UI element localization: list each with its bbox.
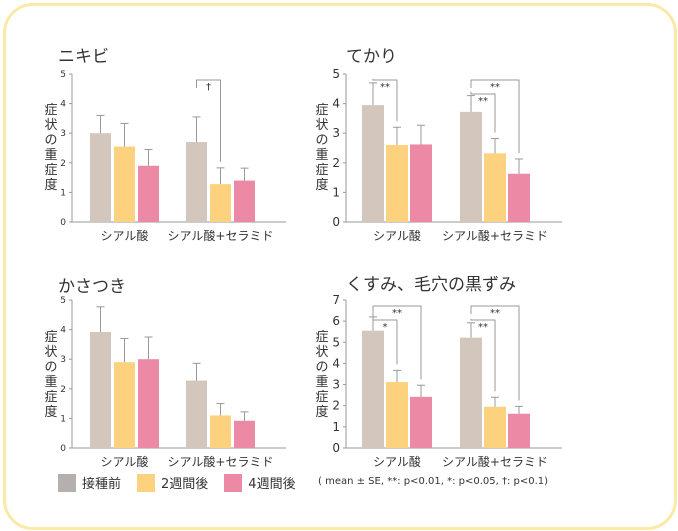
x-tick-label: シアル酸+セラミド — [442, 454, 548, 469]
bar — [114, 146, 135, 222]
significance-bracket — [470, 305, 520, 401]
x-tick-label: シアル酸 — [373, 228, 421, 243]
y-axis-label: 症状の重症度 — [315, 330, 329, 420]
significance-bracket — [470, 91, 496, 133]
y-tick-label: 6 — [332, 314, 340, 328]
y-tick-label: 1 — [332, 420, 340, 434]
significance-label: * — [383, 322, 388, 333]
chart-title: てかり — [346, 47, 397, 67]
bar — [138, 359, 159, 448]
significance-note: ( mean ± SE, **: p<0.01, *: p<0.05, †: p… — [318, 476, 549, 487]
y-tick-label: 2 — [332, 399, 340, 413]
legend-item-week4: 4週間後 — [224, 473, 296, 492]
chart-title: ニキビ — [58, 47, 109, 67]
chart-title: くすみ、毛穴の黒ずみ — [346, 275, 516, 295]
bar — [508, 173, 530, 222]
bar — [460, 111, 482, 222]
y-tick-label: 2 — [60, 385, 66, 395]
y-tick-label: 0 — [60, 444, 66, 454]
bar — [210, 415, 231, 448]
y-tick-label: 0 — [332, 441, 340, 455]
significance-label: ** — [380, 82, 390, 93]
bar — [90, 133, 111, 222]
y-tick-label: 1 — [60, 414, 66, 424]
bar — [210, 184, 231, 222]
legend-item-week2: 2週間後 — [137, 473, 208, 492]
significance-bracket — [372, 305, 422, 380]
legend-swatch — [137, 473, 156, 492]
significance-bracket — [196, 79, 221, 162]
y-tick-label: 4 — [332, 97, 340, 111]
legend: 接種前 2週間後 4週間後 — [58, 473, 312, 492]
bar — [90, 331, 111, 448]
y-tick-label: 5 — [60, 296, 66, 306]
x-tick-label: シアル酸 — [101, 228, 149, 243]
bar — [362, 105, 384, 222]
y-tick-label: 3 — [60, 129, 66, 139]
chart-title: かさつき — [58, 277, 126, 297]
y-axis-label: 症状の重症度 — [44, 103, 58, 193]
x-tick-label: シアル酸 — [101, 454, 149, 469]
y-tick-label: 2 — [332, 156, 340, 170]
y-tick-label: 4 — [60, 326, 66, 336]
bar — [362, 330, 384, 448]
x-tick-label: シアル酸 — [373, 454, 421, 469]
x-tick-label: シアル酸+セラミド — [168, 454, 274, 469]
y-axis-label: 症状の重症度 — [44, 330, 58, 420]
legend-swatch — [224, 473, 243, 492]
y-tick-label: 3 — [332, 126, 340, 140]
legend-swatch — [58, 473, 76, 492]
y-tick-label: 7 — [332, 293, 340, 307]
bar — [460, 337, 482, 448]
y-axis-label: 症状の重症度 — [315, 103, 329, 193]
significance-bracket — [372, 312, 398, 365]
y-tick-label: 4 — [332, 356, 340, 370]
legend-label: 2週間後 — [161, 477, 209, 492]
significance-label: ** — [490, 82, 500, 93]
bar — [114, 362, 135, 448]
bar — [186, 380, 207, 448]
legend-label: 接種前 — [82, 477, 122, 492]
y-tick-label: 4 — [60, 100, 66, 110]
y-tick-label: 2 — [60, 159, 66, 169]
bar — [508, 413, 530, 448]
x-tick-label: シアル酸+セラミド — [168, 228, 274, 243]
bar — [138, 165, 159, 222]
significance-label: ** — [478, 96, 488, 107]
significance-bracket — [470, 318, 496, 392]
chart-plot-dryness: 0 1 2 3 4 5 シアル酸 シアル酸+セラミド — [60, 296, 286, 469]
bar — [386, 382, 408, 448]
legend-label: 4週間後 — [248, 477, 296, 492]
significance-bracket — [470, 79, 520, 153]
y-tick-label: 5 — [332, 335, 340, 349]
significance-label: ** — [478, 322, 488, 333]
bar — [186, 142, 207, 222]
y-tick-label: 1 — [60, 188, 66, 198]
significance-label: ** — [392, 308, 402, 319]
y-tick-label: 5 — [332, 67, 340, 81]
chart-plot-acne: 0 1 2 3 4 5 シアル酸 シアル酸+セラミド † — [60, 70, 286, 243]
x-tick-label: シアル酸+セラミド — [442, 228, 548, 243]
bar — [484, 406, 506, 448]
y-tick-label: 0 — [332, 215, 340, 229]
y-tick-label: 0 — [60, 218, 66, 228]
significance-label: † — [206, 82, 211, 93]
y-tick-label: 3 — [332, 378, 340, 392]
y-tick-label: 1 — [332, 185, 340, 199]
significance-label: ** — [490, 308, 500, 319]
bar — [410, 396, 432, 448]
legend-item-before: 接種前 — [58, 473, 121, 492]
significance-bracket — [372, 78, 398, 122]
bar — [484, 153, 506, 222]
bar — [410, 144, 432, 222]
y-tick-label: 5 — [60, 70, 66, 80]
bar — [234, 180, 255, 222]
bar — [386, 145, 408, 222]
bar — [234, 420, 255, 448]
y-tick-label: 3 — [60, 355, 66, 365]
